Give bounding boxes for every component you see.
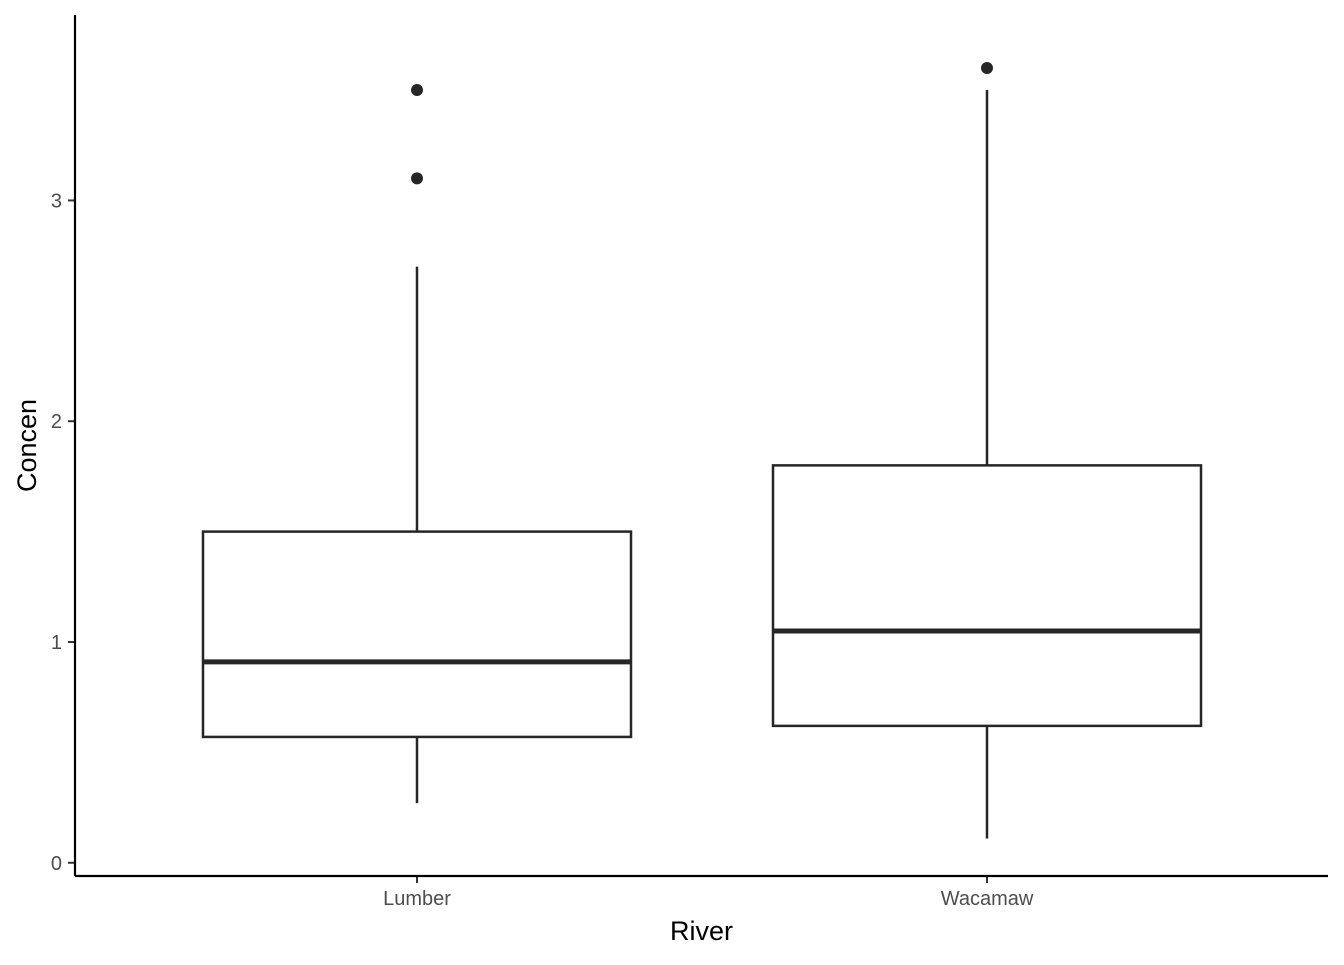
x-tick-label: Wacamaw: [941, 888, 1034, 910]
x-axis-ticks: Lumber Wacamaw: [383, 876, 1034, 910]
x-tick-label: Lumber: [383, 888, 451, 910]
y-tick-label: 3: [51, 190, 62, 212]
iqr-box: [771, 464, 1203, 728]
y-tick-label: 2: [51, 411, 62, 433]
outlier-point: [411, 172, 423, 185]
y-tick-label: 0: [51, 853, 62, 875]
box-series: [201, 61, 1203, 839]
y-axis-ticks: 0 1 2 3: [51, 190, 75, 875]
outlier-point: [411, 84, 423, 97]
y-axis-title: Concen: [12, 399, 42, 492]
outlier-point: [981, 61, 993, 74]
iqr-box: [201, 530, 633, 739]
box-lumber: [201, 84, 633, 804]
y-tick-label: 1: [51, 632, 62, 654]
box-wacamaw: [771, 61, 1203, 839]
x-axis-title: River: [670, 916, 733, 946]
